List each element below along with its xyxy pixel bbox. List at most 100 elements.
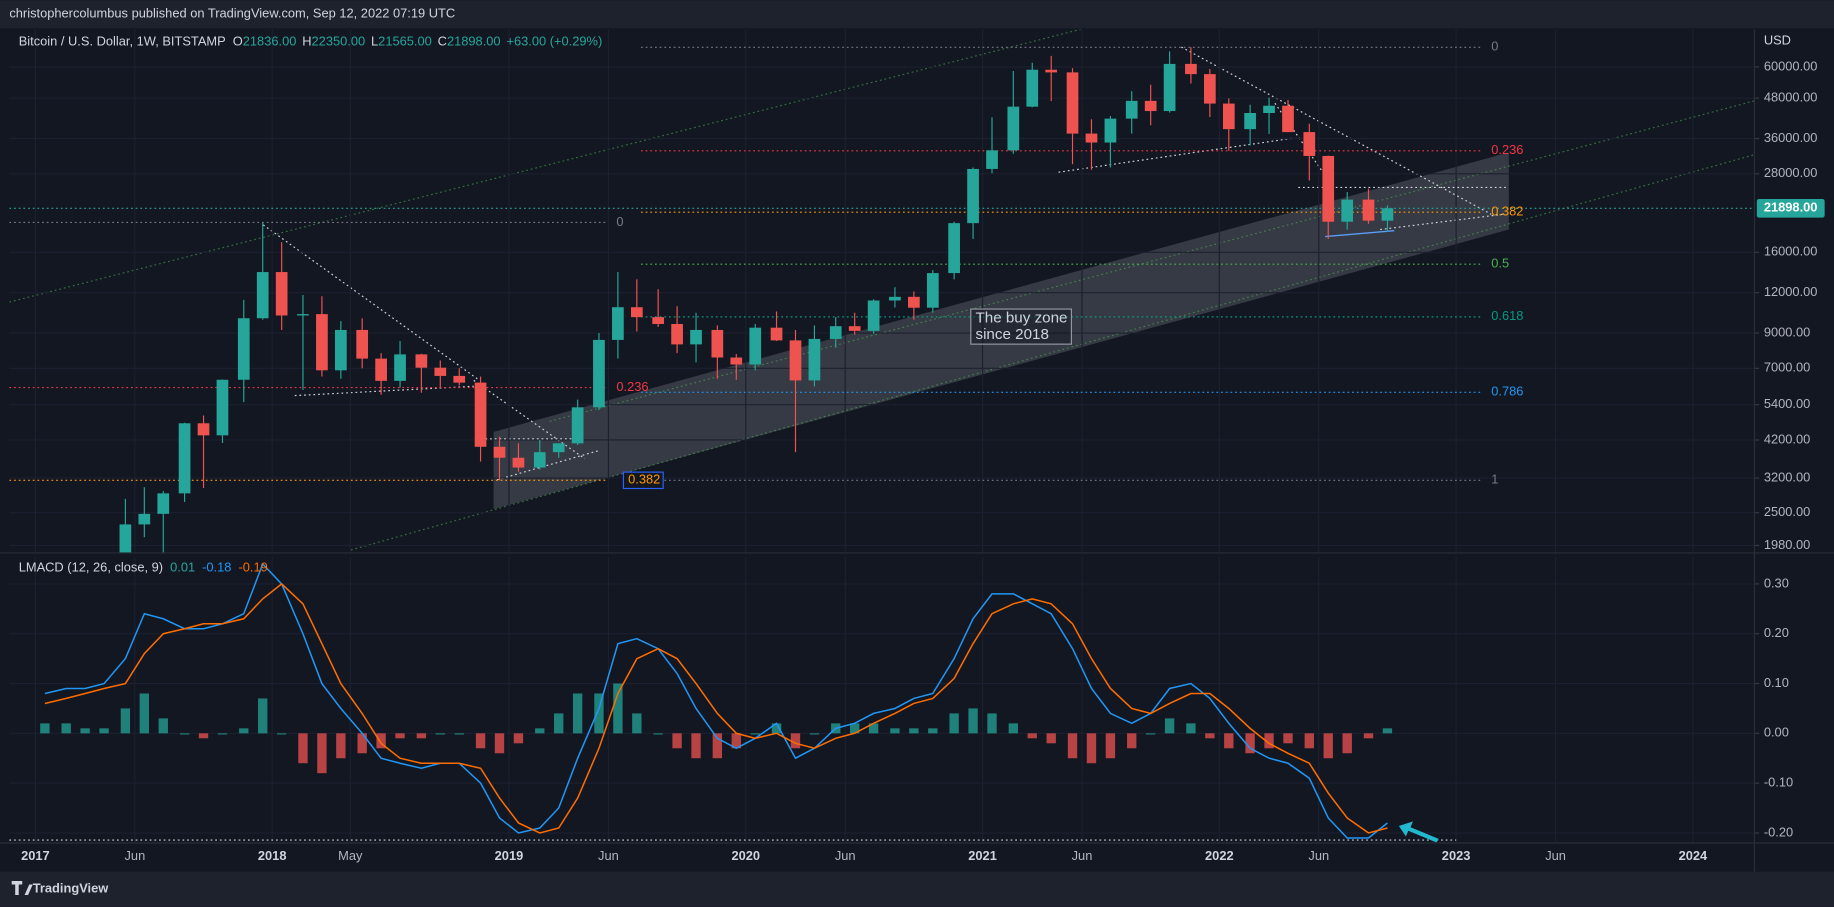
x-tick-label: 2017	[21, 848, 50, 863]
histogram-bar	[632, 713, 642, 734]
histogram-bar	[535, 728, 545, 734]
candle-body	[1362, 199, 1375, 221]
candle-body	[552, 443, 565, 453]
histogram-bar	[968, 708, 978, 734]
histogram-bar	[80, 728, 90, 734]
indicator-name: LMACD (12, 26, close, 9)	[19, 560, 163, 575]
y-tick-label: 12000.00	[1764, 284, 1818, 299]
histogram-bar	[1283, 733, 1293, 744]
histogram-bar	[99, 728, 109, 734]
ohlc-label: L	[371, 34, 378, 49]
candle-body	[967, 168, 979, 224]
symbol: Bitcoin / U.S. Dollar, 1W, BITSTAMP	[19, 34, 226, 49]
candle-body	[335, 329, 347, 371]
ohlc-label: O	[233, 34, 243, 49]
histogram-bar	[158, 718, 168, 734]
y-tick-label: 5400.00	[1764, 396, 1810, 411]
candle-body	[1125, 100, 1138, 119]
candle-body	[453, 375, 466, 383]
symbol-legend: Bitcoin / U.S. Dollar, 1W, BITSTAMP O2183…	[19, 34, 603, 49]
histogram-bar	[731, 733, 741, 749]
candle-body	[297, 314, 309, 316]
candle-body	[848, 326, 861, 331]
y-tick-label: 0.10	[1764, 675, 1789, 690]
histogram-bar	[987, 713, 997, 734]
histogram-bar	[61, 723, 71, 734]
x-tick-label: Jun	[1072, 848, 1093, 863]
footer-bar	[0, 871, 1834, 907]
candle-body	[1204, 74, 1216, 104]
candle-body	[138, 513, 151, 525]
ohlc-label: C	[438, 34, 447, 49]
candle-body	[216, 379, 229, 436]
candle-body	[375, 358, 387, 381]
annotation-box	[970, 308, 1072, 345]
histogram-bar	[790, 733, 801, 749]
candle-body	[1163, 63, 1176, 112]
candle-body	[415, 354, 428, 368]
x-tick-label: Jun	[124, 848, 145, 863]
annotation: The buy zone	[975, 309, 1067, 326]
last-price-label: 21898.00	[1764, 200, 1818, 215]
histogram-bar	[850, 723, 860, 734]
histogram-bar	[298, 733, 308, 764]
candle-body	[1303, 132, 1316, 156]
histogram-bar	[653, 733, 663, 735]
x-tick-label: 2019	[495, 848, 524, 863]
histogram-bar	[1382, 728, 1393, 734]
histogram-bar	[317, 733, 327, 774]
histogram-bar	[120, 708, 131, 734]
histogram-bar	[239, 728, 249, 734]
histogram-bar	[1008, 723, 1019, 734]
y-tick-label: 60000.00	[1764, 58, 1818, 73]
candle-body	[730, 357, 743, 365]
y-tick-label: 28000.00	[1764, 165, 1818, 180]
histogram-bar	[454, 733, 464, 735]
histogram-bar	[1304, 733, 1314, 749]
channel-line	[549, 100, 1755, 422]
candle-body	[690, 329, 702, 345]
candle-body	[1104, 118, 1117, 143]
histogram-bar	[376, 733, 386, 749]
header-bar	[0, 0, 1834, 29]
candle-body	[571, 407, 584, 444]
y-tick-label: 48000.00	[1764, 90, 1818, 105]
x-tick-label: 2020	[731, 848, 760, 863]
y-tick-label: 4200.00	[1764, 431, 1810, 446]
histogram-bar	[1264, 733, 1274, 749]
support-line	[1325, 229, 1395, 238]
histogram-bar	[672, 733, 682, 749]
histogram-bar	[494, 733, 505, 754]
y-tick-label: 16000.00	[1764, 244, 1818, 259]
y-tick-label: 1980.00	[1764, 537, 1810, 552]
ohlc-value: 22350.00	[312, 34, 366, 49]
candles	[119, 47, 1394, 553]
histogram-bar	[40, 723, 50, 734]
fib-label: 0.618	[1491, 308, 1523, 323]
last-price-box	[1756, 198, 1825, 218]
histogram-bar	[336, 733, 346, 759]
fib-label: 0.236	[1491, 142, 1523, 157]
candle-body	[434, 367, 447, 376]
candle-body	[394, 354, 406, 381]
y-tick-label: 7000.00	[1764, 360, 1810, 375]
candle-body	[356, 329, 369, 359]
candle-body	[1381, 208, 1394, 221]
histogram-bar	[1342, 733, 1352, 754]
histogram-bar	[750, 733, 760, 735]
histogram-bar	[1046, 733, 1056, 744]
histogram-bar	[1086, 733, 1097, 764]
x-tick-label: Jun	[598, 848, 619, 863]
candle-body	[948, 223, 960, 274]
fib-label: 1	[1491, 472, 1498, 487]
histogram-bar	[395, 733, 405, 739]
annotation: since 2018	[975, 326, 1048, 343]
indicator-legend: LMACD (12, 26, close, 9) 0.01 -0.18 -0.19	[19, 560, 268, 575]
y-tick-label: 0.00	[1764, 725, 1789, 740]
histogram-bar	[572, 693, 583, 734]
candle-body	[1066, 72, 1079, 134]
candle-body	[1222, 103, 1235, 130]
candle-body	[593, 339, 605, 408]
